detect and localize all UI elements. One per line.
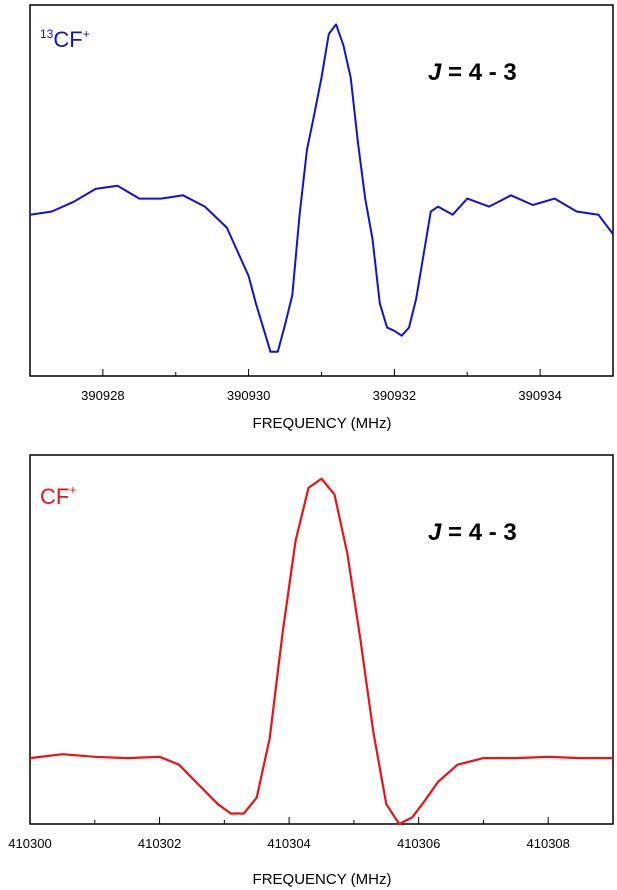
molecule-label: 13CF+ bbox=[40, 27, 90, 52]
x-axis-title: FREQUENCY (MHz) bbox=[253, 871, 392, 888]
x-tick-label: 410302 bbox=[138, 836, 181, 851]
molecule-label: CF+ bbox=[40, 483, 76, 509]
x-tick-marks bbox=[29, 817, 614, 824]
x-tick-label: 410308 bbox=[527, 836, 570, 851]
x-tick-marks bbox=[29, 369, 614, 376]
x-tick-label: 410306 bbox=[397, 836, 440, 851]
chart-cf-plus: 410300 410302 410304 410306 410308 CF+ J = 4… bbox=[8, 454, 614, 888]
transition-label: J = 4 - 3 bbox=[428, 59, 517, 86]
plot-frame bbox=[29, 454, 614, 825]
x-tick-label: 390932 bbox=[373, 388, 416, 403]
x-tick-labels: 410300 410302 410304 410306 410308 bbox=[8, 836, 570, 851]
x-tick-label: 410300 bbox=[8, 836, 51, 851]
x-tick-label: 390928 bbox=[81, 388, 124, 403]
x-axis-title: FREQUENCY (MHz) bbox=[253, 415, 392, 432]
x-tick-label: 410304 bbox=[267, 836, 310, 851]
x-tick-labels: 390928 390930 390932 390934 bbox=[81, 388, 562, 403]
x-tick-label: 390934 bbox=[518, 388, 561, 403]
spectrum-line-cf bbox=[29, 477, 613, 826]
plot-frame bbox=[29, 4, 614, 377]
chart-13cf-plus: 390928 390930 390932 390934 13CF+ J = 4 - 3… bbox=[29, 4, 614, 432]
spectrum-line-13cf bbox=[29, 23, 614, 353]
transition-label: J = 4 - 3 bbox=[428, 519, 517, 546]
x-tick-label: 390930 bbox=[227, 388, 270, 403]
